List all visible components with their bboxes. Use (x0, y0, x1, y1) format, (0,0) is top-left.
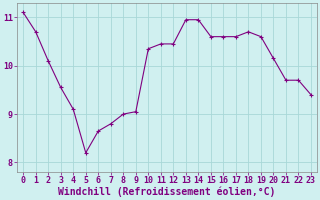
X-axis label: Windchill (Refroidissement éolien,°C): Windchill (Refroidissement éolien,°C) (58, 187, 276, 197)
